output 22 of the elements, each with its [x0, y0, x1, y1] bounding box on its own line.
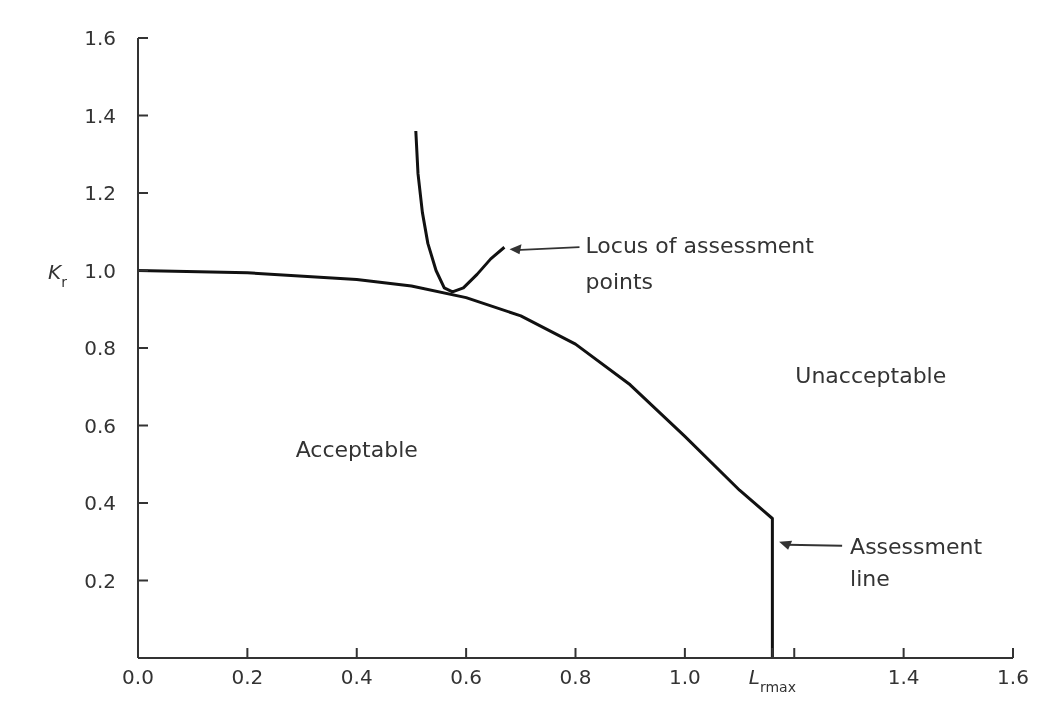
annotation: Locus of assessment points	[585, 233, 815, 295]
annotation: Assessment line	[850, 533, 983, 591]
x-tick-label: 0.2	[231, 665, 264, 689]
y-tick-label: 0.6	[84, 413, 116, 438]
y-tick-label: 1.0	[84, 258, 116, 283]
y-tick-label: 1.4	[84, 103, 116, 128]
y-tick-label: 0.4	[84, 491, 116, 515]
x-tick-label: 0.8	[559, 665, 592, 689]
y-axis-title: K$_{r}$	[48, 259, 68, 290]
x-tick-label: 0.4	[340, 665, 373, 689]
x-tick-label: 0.0	[122, 665, 154, 689]
x-tick-label: 1.0	[668, 665, 701, 689]
annotation: Unacceptable	[795, 363, 947, 389]
y-tick-label: 1.6	[84, 26, 116, 50]
x-tick-label: L$_{rmax}$	[748, 665, 796, 695]
y-tick-label: 0.2	[84, 568, 116, 593]
x-tick-label: 0.6	[450, 665, 483, 689]
y-tick-label: 0.8	[84, 336, 116, 360]
x-tick-label: 1.4	[887, 665, 920, 689]
y-tick-label: 1.2	[84, 181, 116, 205]
x-tick-label: 1.6	[997, 665, 1029, 689]
annotation: Acceptable	[295, 436, 418, 462]
